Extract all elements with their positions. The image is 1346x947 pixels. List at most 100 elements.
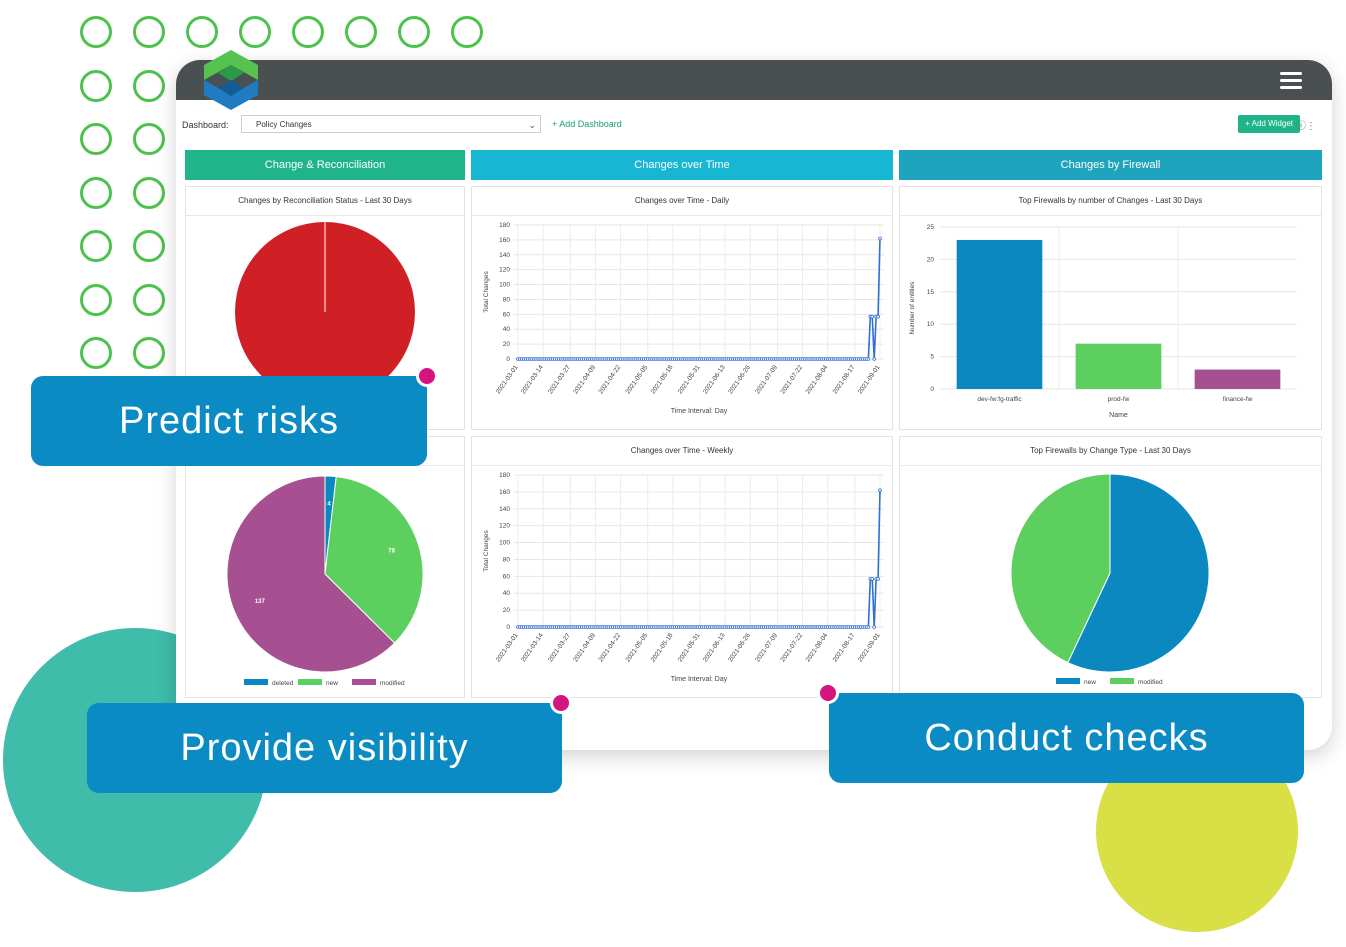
x-tick-label: 2021-08-17 [832,364,857,396]
add-widget-button[interactable]: + Add Widget [1238,115,1300,133]
bar-dev-fw:fg-traffic [956,239,1043,389]
x-axis-label: Time Interval: Day [671,408,728,415]
panel-changes-weekly: Changes over Time - Weekly 0 20 40 60 80 100 1… [471,436,893,698]
panel-firewall-change-type: Top Firewalls by Change Type - Last 30 D… [899,436,1322,698]
panel-changes-daily: Changes over Time - Daily 0 20 40 60 80 100 12… [471,186,893,430]
x-tick-label: 2021-04-09 [572,632,597,664]
legend-label: new [1084,679,1096,686]
x-tick-label: 2021-05-31 [677,632,702,664]
x-tick-label: 2021-06-13 [702,632,727,664]
pie-data-label: 137 [255,599,266,605]
y-tick-label: 20 [927,256,935,263]
x-tick-label: 2021-07-09 [754,632,779,664]
panel-title: Changes over Time - Daily [472,187,892,216]
panel-title: Changes by Reconciliation Status - Last … [186,187,464,216]
y-tick-label: 180 [499,472,510,479]
decorative-ring [292,16,324,48]
x-tick-label: 2021-04-09 [572,364,597,396]
y-tick-label: 0 [930,386,934,393]
decorative-ring [345,16,377,48]
panel-change-type-pie: 4 78 137 deleted new modified [185,436,465,698]
decorative-ring [133,123,165,155]
decorative-ring [80,69,112,102]
column-header-firewall[interactable]: Changes by Firewall [899,150,1322,180]
x-tick-label: 2021-03-27 [547,632,572,664]
data-point [870,314,875,319]
more-options-icon[interactable]: ⓘ⋮ [1296,121,1316,132]
legend-label: new [326,680,338,687]
data-point [878,236,882,241]
x-tick-label: 2021-04-22 [597,632,622,664]
pie-data-label: 78 [388,549,395,555]
change-type-pie-chart: 4 78 137 deleted new modified [226,475,424,687]
column-header-reconciliation[interactable]: Change & Reconciliation [185,150,465,180]
x-tick-label: 2021-07-22 [779,364,804,396]
y-tick-label: 80 [503,556,511,563]
decorative-ring [133,176,165,209]
y-tick-label: 180 [499,222,510,229]
legend-label: modified [1138,679,1163,686]
decorative-ring [451,16,483,48]
firewall-type-pie-chart: new modified [1010,473,1210,686]
y-tick-label: 160 [499,489,510,496]
x-tick-label: 2021-08-04 [805,632,830,664]
y-tick-label: 160 [499,237,510,244]
legend-swatch [244,679,268,685]
data-point [872,625,876,629]
y-tick-label: 120 [499,523,510,530]
decorative-ring [80,123,112,155]
decorative-ring [186,16,218,48]
decorative-ring [133,337,165,369]
top-bar [176,60,1332,100]
x-tick-label: dev-fw:fg-traffic [977,396,1022,403]
add-dashboard-link[interactable]: + Add Dashboard [552,119,622,129]
decorative-ring [133,283,165,316]
menu-icon[interactable] [1280,72,1302,89]
x-tick-label: 2021-03-14 [520,632,545,664]
pie-slice-new [324,476,424,644]
dashboard-select[interactable]: Policy Changes ⌄ [241,115,541,133]
x-tick-label: 2021-05-18 [650,632,675,664]
decorative-ring [239,16,271,48]
dashboard-label: Dashboard: [182,120,229,130]
series-line [518,238,881,360]
x-tick-label: 2021-06-13 [702,364,727,396]
x-tick-label: 2021-06-26 [727,364,752,396]
callout-text: Provide visibility [180,727,469,769]
x-tick-label: 2021-03-27 [547,364,572,396]
bar-finance-fw [1194,369,1281,389]
legend-swatch [1056,678,1080,684]
decorative-ring [133,69,165,102]
callout-predict-risks: Predict risks [31,376,427,466]
column-header-time[interactable]: Changes over Time [471,150,893,180]
legend-swatch [352,679,376,685]
y-tick-label: 20 [503,607,511,614]
y-axis-label: Total Changes [483,529,490,571]
x-axis-label: Name [1109,412,1128,419]
x-tick-label: 2021-03-14 [520,364,545,396]
company-logo [204,50,258,110]
y-tick-label: 15 [927,289,935,296]
legend-label: deleted [272,680,294,687]
dashboard-select-value: Policy Changes [256,120,312,129]
y-tick-label: 40 [503,326,511,333]
series-line [518,490,881,628]
y-axis-label: Total Changes [483,270,490,312]
reconciliation-pie-chart [235,222,415,402]
x-tick-label: 2021-05-05 [625,632,650,664]
y-tick-label: 20 [503,341,511,348]
x-tick-label: 2021-07-22 [779,632,804,664]
bar-prod-fw [1075,343,1162,389]
x-tick-label: finance-fw [1223,396,1253,403]
y-tick-label: 10 [927,321,935,328]
x-tick-label: 2021-05-05 [625,364,650,396]
y-axis-label: Number of entities [909,281,916,334]
decorative-ring [80,283,112,316]
pie-slice-modified [226,475,396,673]
legend-label: modified [380,680,405,687]
x-tick-label: 2021-05-18 [650,364,675,396]
marker-dot [416,365,438,387]
legend-swatch [298,679,322,685]
x-axis-label: Time Interval: Day [671,676,728,683]
